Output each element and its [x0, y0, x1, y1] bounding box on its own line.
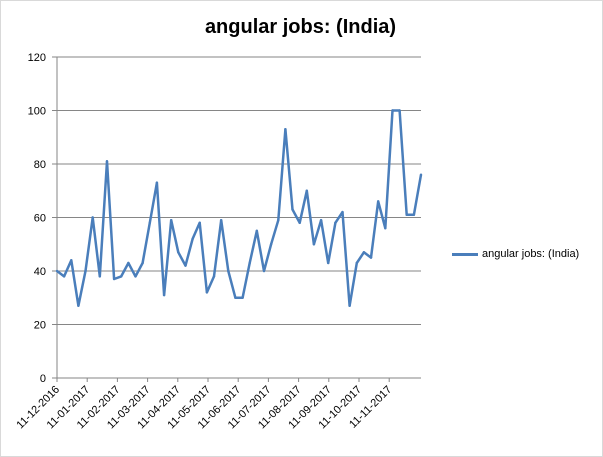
data-point	[91, 216, 94, 219]
data-point	[127, 261, 130, 265]
data-point	[405, 213, 408, 217]
y-tick-label: 100	[28, 106, 46, 118]
data-point	[219, 218, 223, 222]
legend: angular jobs: (India)	[452, 246, 579, 262]
y-tick-label: 80	[34, 159, 46, 171]
data-point	[334, 221, 337, 225]
data-point	[348, 304, 351, 307]
data-point	[105, 160, 109, 163]
data-point	[177, 251, 180, 254]
data-point	[312, 243, 316, 246]
data-point	[284, 128, 287, 131]
data-point	[198, 221, 201, 225]
data-point	[384, 227, 387, 230]
data-point	[341, 210, 344, 214]
data-point	[398, 109, 401, 112]
data-point	[362, 251, 366, 254]
data-point	[169, 218, 173, 222]
data-point	[291, 208, 294, 211]
legend-swatch	[452, 252, 478, 256]
data-point	[319, 218, 323, 222]
y-tick-label: 60	[34, 213, 46, 225]
data-point	[419, 173, 423, 176]
data-point	[248, 261, 251, 265]
data-point	[412, 213, 416, 217]
data-point	[84, 269, 87, 273]
data-point	[212, 275, 216, 278]
data-point	[241, 296, 244, 299]
data-point	[262, 269, 266, 273]
data-point	[277, 218, 280, 222]
y-tick-label: 20	[34, 320, 46, 332]
data-point	[298, 221, 301, 225]
data-point	[120, 275, 123, 278]
data-point	[227, 269, 230, 273]
series-line	[56, 109, 423, 308]
data-point	[305, 189, 309, 192]
data-point	[112, 277, 116, 281]
data-point	[62, 275, 66, 278]
data-point	[70, 259, 73, 262]
data-point	[391, 109, 394, 112]
data-point	[234, 296, 237, 299]
legend-label: angular jobs: (India)	[482, 248, 580, 260]
y-tick-label: 0	[40, 373, 46, 385]
y-tick-label: 40	[34, 266, 46, 278]
data-point	[191, 237, 194, 241]
data-point	[369, 256, 373, 259]
data-point	[162, 293, 166, 297]
data-point	[376, 200, 380, 203]
chart-title: angular jobs: (India)	[204, 16, 397, 38]
data-point	[77, 304, 80, 307]
data-point	[205, 291, 209, 294]
data-point	[327, 261, 330, 265]
data-point	[155, 181, 159, 184]
data-point	[141, 261, 144, 265]
data-point	[255, 229, 259, 233]
data-point	[269, 243, 273, 246]
data-point	[55, 269, 59, 273]
data-point	[134, 275, 137, 278]
data-point	[184, 264, 187, 267]
data-point	[355, 261, 358, 265]
data-point	[98, 275, 102, 278]
y-tick-label: 120	[28, 52, 46, 64]
data-point	[148, 221, 151, 225]
